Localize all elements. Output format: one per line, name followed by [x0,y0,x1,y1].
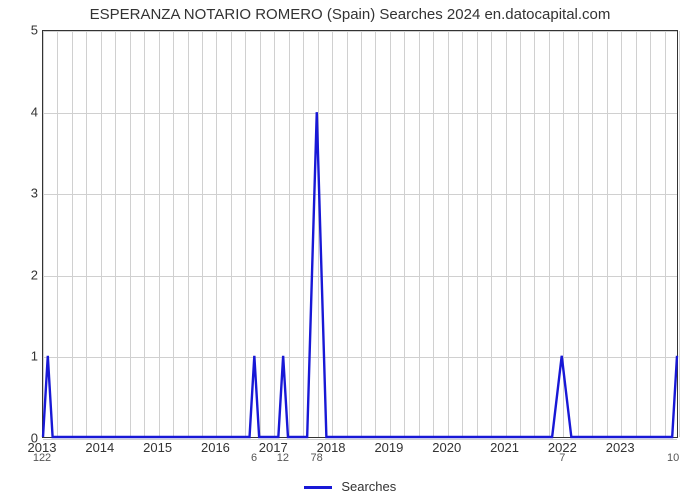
x-small-label: 122 [33,452,51,464]
y-tick-label: 1 [8,349,38,364]
x-small-label: 6 [251,452,257,464]
data-line [43,31,677,437]
chart-title: ESPERANZA NOTARIO ROMERO (Spain) Searche… [0,6,700,23]
legend-label: Searches [341,479,396,494]
y-tick-label: 5 [8,23,38,38]
y-tick-label: 4 [8,104,38,119]
legend: Searches [0,479,700,494]
plot-area [42,30,678,438]
grid-line-horizontal [43,439,677,440]
x-small-label: 7 [559,452,565,464]
grid-line-vertical [679,31,680,437]
x-tick-label: 2016 [201,440,230,455]
line-chart: ESPERANZA NOTARIO ROMERO (Spain) Searche… [0,0,700,500]
x-tick-label: 2014 [85,440,114,455]
x-small-label: 10 [667,452,679,464]
x-tick-label: 2019 [374,440,403,455]
x-tick-label: 2015 [143,440,172,455]
x-tick-label: 2023 [606,440,635,455]
x-small-label: 78 [311,452,323,464]
x-tick-label: 2021 [490,440,519,455]
x-tick-label: 2020 [432,440,461,455]
y-tick-label: 3 [8,186,38,201]
x-small-label: 12 [277,452,289,464]
legend-swatch [304,486,332,489]
y-tick-label: 2 [8,267,38,282]
